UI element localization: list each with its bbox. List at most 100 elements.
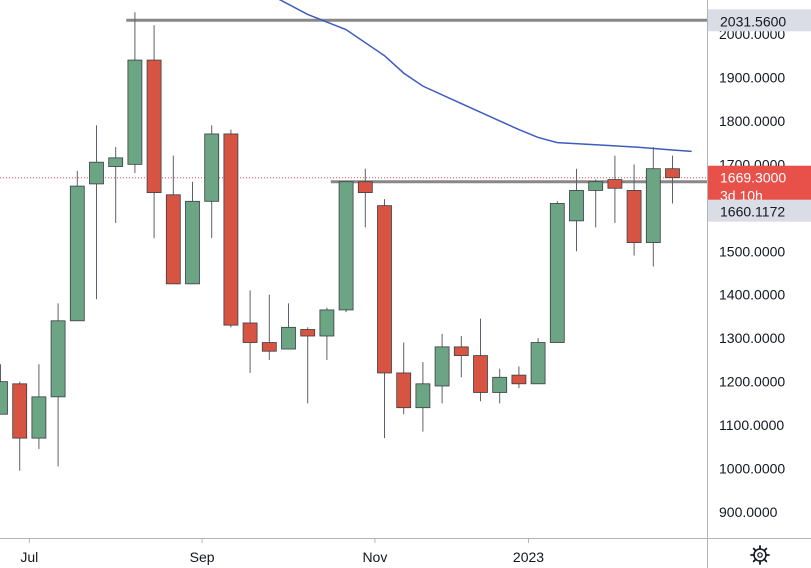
candle-body-down: [357, 181, 373, 194]
candle-body-down: [665, 168, 680, 179]
candle-body-up: [50, 320, 66, 398]
candle-body-down: [626, 190, 642, 243]
y-tick-label: 1400.0000: [719, 287, 785, 303]
y-tick-label: 1800.0000: [719, 113, 785, 129]
candle-body-down: [146, 59, 162, 194]
chart-settings-button[interactable]: [750, 545, 770, 565]
candle: [434, 333, 450, 404]
candle-body-up: [434, 346, 450, 387]
candle: [549, 201, 565, 343]
current-price-tag-text: 1669.3000: [720, 170, 786, 186]
candle: [12, 381, 28, 471]
candle-body-up: [281, 326, 296, 350]
candle: [108, 146, 124, 224]
candle-body-up: [127, 59, 143, 165]
x-tick-label: Nov: [362, 549, 387, 565]
candle-body-up: [530, 342, 546, 385]
moving-average-line: [278, 0, 692, 153]
candle: [185, 181, 200, 285]
candle: [530, 338, 546, 385]
level-tag-lower-text: 1660.1172: [720, 204, 785, 220]
horizontal-levels: [126, 18, 707, 184]
x-tick-label: 2023: [513, 549, 544, 565]
y-tick-label: 1300.0000: [719, 330, 785, 346]
candle-body-up: [492, 376, 508, 393]
candles-group: [0, 12, 680, 471]
candle: [357, 168, 373, 228]
candle-body-up: [415, 383, 431, 409]
level-tag-upper-background: [708, 9, 811, 32]
candle-body-down: [377, 205, 392, 374]
candle-body-down: [473, 355, 488, 393]
time-axis[interactable]: Jul Sep Nov 2023: [20, 538, 544, 565]
candle-body-down: [223, 133, 239, 326]
y-tick-label: 1100.0000: [719, 417, 784, 433]
moving-average-group: [278, 0, 692, 153]
candle: [146, 25, 162, 239]
candle: [569, 168, 584, 252]
candle-body-down: [165, 194, 181, 285]
y-tick-label: 1000.0000: [719, 461, 785, 477]
candle: [626, 164, 642, 256]
candle: [338, 181, 354, 313]
candle: [607, 155, 623, 224]
gear-icon[interactable]: [750, 545, 770, 565]
candle: [204, 125, 220, 239]
candle-body-down: [261, 342, 277, 352]
candle-body-up: [108, 157, 124, 167]
candle: [242, 290, 258, 373]
y-tick-label: 1200.0000: [719, 374, 785, 390]
candle: [492, 368, 508, 404]
y-tick-label: 900.0000: [719, 504, 778, 520]
candle-body-down: [511, 374, 527, 385]
candle-body-up: [0, 381, 8, 415]
level-tag-lower-background: [708, 199, 811, 222]
candle: [89, 125, 104, 300]
candle: [127, 12, 143, 174]
candle: [588, 179, 604, 228]
candle: [223, 129, 239, 328]
candle: [300, 327, 316, 404]
candle: [69, 170, 85, 322]
candle-body-up: [204, 133, 220, 202]
candle-body-down: [453, 346, 469, 356]
candle-body-down: [396, 372, 412, 409]
candle: [261, 294, 277, 360]
candle-body-up: [319, 309, 335, 337]
candle-body-up: [185, 200, 200, 285]
candle: [473, 318, 488, 402]
level-tag-upper: 2031.5600: [708, 9, 811, 32]
x-tick-label: Sep: [190, 549, 215, 565]
candle: [31, 364, 47, 449]
candle: [377, 199, 392, 439]
candle-body-down: [607, 179, 623, 189]
candle-body-up: [89, 161, 104, 185]
candle-body-up: [31, 396, 47, 439]
candle: [50, 303, 66, 467]
candle-body-up: [69, 185, 85, 322]
candle: [511, 366, 527, 389]
candle: [665, 155, 680, 204]
candle: [645, 146, 661, 267]
candle: [415, 362, 431, 432]
current-price-tag-background: [708, 165, 811, 206]
candle: [319, 307, 335, 360]
y-tick-label: 1500.0000: [719, 243, 785, 259]
candle-body-up: [338, 181, 354, 311]
x-tick-label: Jul: [20, 549, 38, 565]
candle: [396, 342, 412, 415]
y-tick-label: 1900.0000: [719, 69, 785, 85]
candle: [165, 155, 181, 285]
candle: [453, 336, 469, 378]
level-tag-upper-text: 2031.5600: [720, 13, 786, 29]
candle-body-up: [549, 203, 565, 343]
candle-body-down: [12, 383, 28, 439]
candle-body-up: [645, 168, 661, 243]
price-axis[interactable]: 900.0000 1000.0000 1100.0000 1200.0000 1300.…: [719, 26, 785, 520]
candle-body-up: [588, 181, 604, 191]
